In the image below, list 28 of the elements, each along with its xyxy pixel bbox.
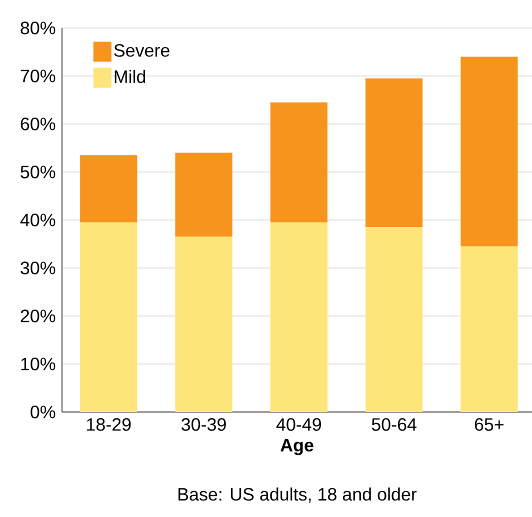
x-axis-title: Age (280, 439, 314, 456)
bar (270, 222, 328, 412)
y-tick-label: 70% (20, 70, 56, 82)
legend-label: Mild (114, 70, 146, 84)
bar (366, 227, 423, 412)
x-tick-label: 65+ (474, 418, 504, 431)
bar (175, 152, 232, 237)
bar (270, 102, 328, 222)
y-tick-label: 10% (21, 358, 56, 370)
y-tick-label: 60% (20, 118, 56, 130)
y-tick-label: 80% (20, 22, 56, 34)
y-tick-label: 30% (20, 262, 56, 274)
bar (460, 246, 518, 412)
x-tick-label: 40-49 (276, 418, 321, 431)
bar (175, 236, 232, 412)
x-tick-label: 50-64 (372, 418, 416, 431)
text: Base: US adults, 18 and older (178, 488, 417, 503)
y-tick-label: 50% (20, 166, 56, 178)
bar (80, 155, 138, 222)
x-tick-label: 30-39 (182, 418, 226, 431)
y-tick-label: 40% (20, 214, 56, 226)
y-tick-label: 20% (20, 310, 56, 322)
bar (460, 56, 518, 246)
legend-label: Severe (114, 44, 170, 57)
bar (80, 222, 138, 412)
y-tick-label: 0% (30, 406, 56, 418)
bar (366, 78, 423, 228)
x-tick-label: 18-29 (87, 418, 131, 431)
